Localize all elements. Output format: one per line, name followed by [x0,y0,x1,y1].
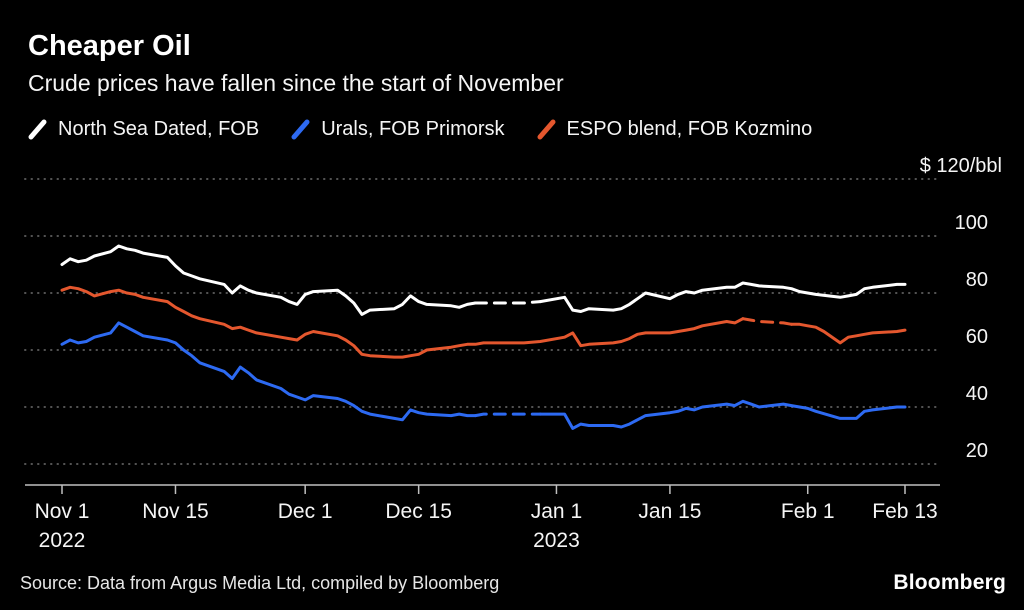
x-axis-label: Feb 13 [872,500,937,523]
x-axis-year-label: 2022 [39,529,86,552]
chart-canvas: $ 120/bbl 100 80 60 40 20 Nov 1 2022 Nov 15 Dec 1… [24,155,1002,552]
x-axis-label: Nov 15 [142,500,209,523]
x-axis-label: Jan 15 [638,500,701,523]
series-line [473,412,542,418]
series-line [60,244,477,316]
legend-slash-icon [291,119,310,139]
chart-subtitle: Crude prices have fallen since the start… [28,70,564,96]
y-axis-label: $ 120/bbl [920,155,1002,177]
series-line [790,322,907,345]
y-axis-label: 20 [966,440,988,462]
legend-item-espo: ESPO blend, FOB Kozmino [535,118,813,141]
legend-label: North Sea Dated, FOB [58,118,260,140]
legend-label: ESPO blend, FOB Kozmino [566,118,813,140]
y-axis-label: 100 [955,212,988,234]
x-axis-label: Feb 1 [781,500,835,523]
series-line [473,300,542,305]
x-axis-label: Jan 1 [531,500,582,523]
legend-item-urals: Urals, FOB Primorsk [289,118,505,141]
source-note: Source: Data from Argus Media Ltd, compi… [20,572,500,593]
series-line [60,285,745,359]
legend-label: Urals, FOB Primorsk [321,118,505,140]
x-axis-year-label: 2023 [533,529,580,552]
bloomberg-logo: Bloomberg [893,571,1006,594]
x-axis-label: Dec 1 [278,500,333,523]
chart-title: Cheaper Oil [28,30,191,62]
x-axis-label: Dec 15 [385,500,452,523]
legend-slash-icon [537,119,556,139]
line-chart: $ 120/bbl 100 80 60 40 20 Nov 1 2022 Nov 15 Dec 1… [0,148,1024,560]
series-line [538,399,907,430]
legend-slash-icon [28,119,47,139]
chart-footer: Source: Data from Argus Media Ltd, compi… [0,562,1024,610]
series-line [538,281,907,313]
x-axis-label: Nov 1 [35,500,90,523]
y-axis-label: 80 [966,269,988,291]
series-line [60,321,477,422]
legend-item-north-sea: North Sea Dated, FOB [26,118,259,141]
y-axis-label: 60 [966,326,988,348]
y-axis-label: 40 [966,383,988,405]
chart-legend: North Sea Dated, FOB Urals, FOB Primorsk… [26,118,812,141]
series-line [741,317,793,326]
